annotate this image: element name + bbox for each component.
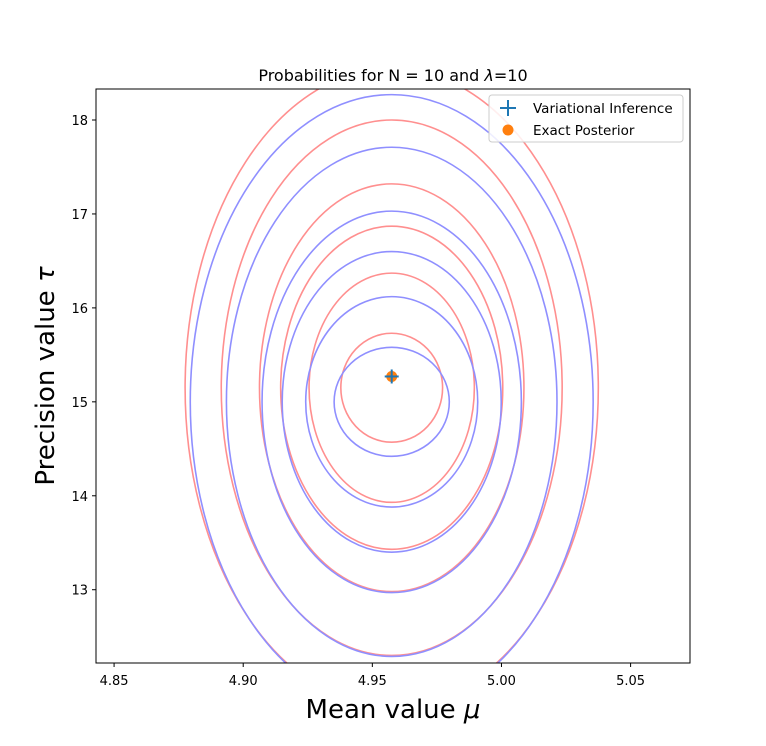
y-tick-label: 17 (71, 208, 88, 223)
y-axis-label: Precision value τ (31, 266, 61, 486)
legend: Variational Inference Exact Posterior (488, 94, 684, 143)
x-tick-label: 4.85 (100, 674, 129, 689)
contour-variational-1 (333, 346, 451, 458)
legend-marker-variational (500, 100, 516, 116)
x-tick-label: 4.90 (229, 674, 258, 689)
contour-variational-3 (281, 250, 503, 553)
y-axis-ticks: 13 14 15 16 17 18 (71, 114, 96, 599)
x-axis-label: Mean value μ (306, 695, 481, 725)
legend-label-variational: Variational Inference (533, 101, 673, 117)
contour-exact-4 (258, 183, 525, 593)
marker-layer (384, 369, 399, 384)
chart-title: Probabilities for N = 10 and λ=10 (258, 66, 527, 85)
y-tick-label: 18 (71, 114, 88, 129)
variational-inference-point (384, 369, 399, 384)
contour-exact-5 (220, 119, 563, 657)
x-tick-label: 5.00 (487, 674, 516, 689)
legend-marker-exact (502, 124, 514, 136)
contour-variational-2 (304, 295, 479, 508)
contour-exact-1 (340, 332, 444, 444)
plot-frame (95, 88, 691, 664)
y-tick-label: 14 (71, 490, 88, 505)
contour-layer (184, 89, 600, 663)
x-tick-label: 4.95 (358, 674, 387, 689)
legend-box (488, 94, 684, 143)
contour-exact-6 (184, 89, 600, 663)
y-tick-label: 13 (71, 584, 88, 599)
legend-label-exact: Exact Posterior (533, 123, 635, 139)
contour-exact-2 (308, 272, 476, 504)
contour-exact-3 (279, 225, 504, 551)
x-tick-label: 5.05 (616, 674, 645, 689)
y-tick-label: 16 (71, 302, 88, 317)
y-tick-label: 15 (71, 396, 88, 411)
contour-variational-4 (261, 210, 523, 594)
contour-variational-6 (189, 93, 594, 663)
x-axis-ticks: 4.85 4.90 4.95 5.00 5.05 (100, 663, 645, 689)
contour-variational-5 (225, 146, 558, 658)
